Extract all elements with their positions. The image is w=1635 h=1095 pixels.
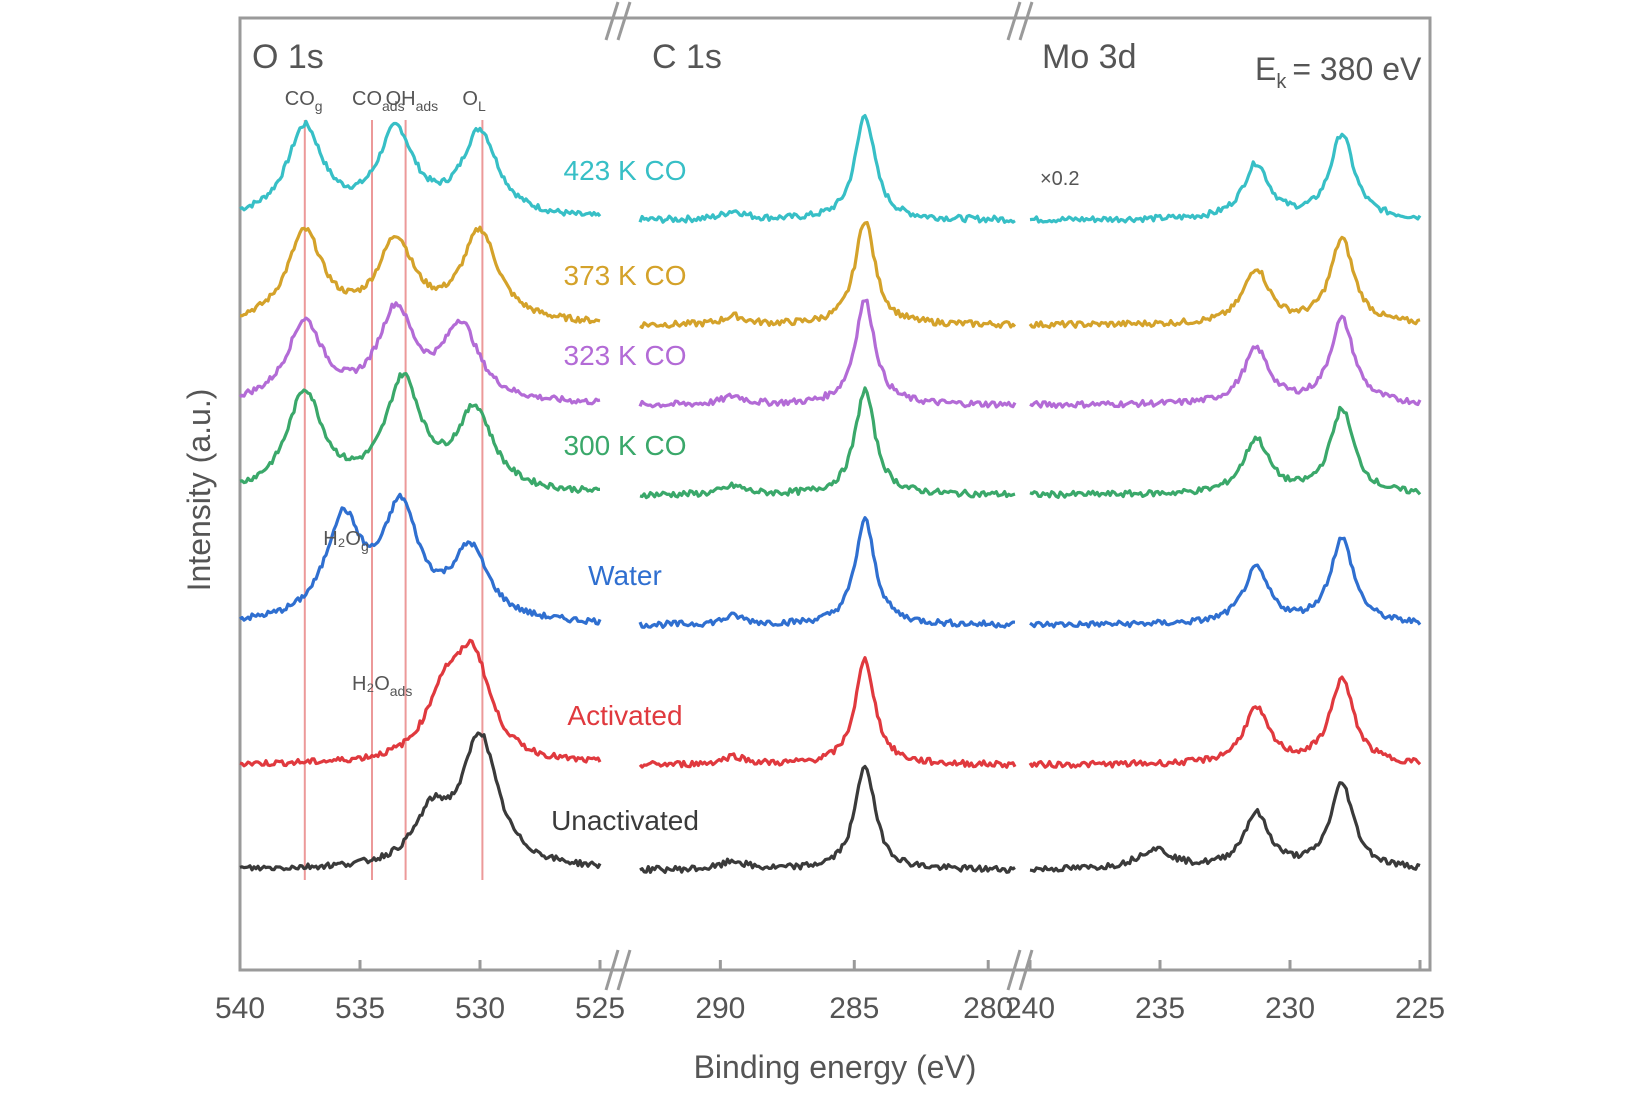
axis-break-bottom xyxy=(1018,949,1034,991)
series-label: 323 K CO xyxy=(564,340,687,371)
series-line-c1s xyxy=(639,764,1016,874)
x-tick-label-o1s: 525 xyxy=(575,992,625,1025)
series-label: 423 K CO xyxy=(564,155,687,186)
series-line-c1s xyxy=(638,298,1017,409)
axis-break-top xyxy=(604,1,620,41)
photon-energy-value: = 380 eV xyxy=(1292,51,1422,87)
series-line-mo3d xyxy=(1029,132,1422,224)
series-label: Activated xyxy=(567,700,682,731)
annotation-subscript: L xyxy=(478,98,486,114)
photon-energy-symbol: E xyxy=(1255,51,1276,87)
series-line-mo3d xyxy=(1029,405,1422,499)
x-axis: 540 535 530 525 O 1s 290 285 280 C 1s 240 235 230 22… xyxy=(215,1,1445,1025)
series-line-o1s xyxy=(239,492,602,626)
x-tick-label-o1s: 535 xyxy=(335,992,385,1025)
series-line-c1s xyxy=(638,516,1016,629)
series-line-mo3d xyxy=(1029,781,1421,873)
region-title-mo3d: Mo 3d xyxy=(1042,38,1137,76)
annotation-text: OH xyxy=(386,88,416,110)
annotation-subscript: ads xyxy=(416,98,439,114)
annotation-text: H₂O xyxy=(323,528,361,550)
peak-markers xyxy=(303,120,484,880)
axis-break-bottom xyxy=(616,949,632,991)
axis-break-top xyxy=(616,1,632,41)
o1s-annotation: H₂Og xyxy=(323,528,369,554)
y-axis-label: Intensity (a.u.) xyxy=(181,389,217,592)
series-line-c1s xyxy=(638,656,1017,769)
o1s-annotation: OL xyxy=(462,88,486,114)
o1s-annotation: COads xyxy=(352,88,405,114)
annotation-text: H₂O xyxy=(352,673,390,695)
x-tick-label-mo3d: 230 xyxy=(1265,992,1315,1025)
x-tick-label-c1s: 290 xyxy=(695,992,745,1025)
annotation-subscript: g xyxy=(315,98,323,114)
series-line-c1s xyxy=(638,114,1016,224)
axis-break-bottom xyxy=(1006,949,1022,991)
series-label: 373 K CO xyxy=(564,260,687,291)
region-title-o1s: O 1s xyxy=(252,38,324,76)
series-line-c1s xyxy=(639,220,1017,329)
series-lines xyxy=(239,114,1422,874)
series-line-mo3d xyxy=(1029,536,1422,629)
x-tick-label-c1s: 285 xyxy=(829,992,879,1025)
x-tick-label-mo3d: 235 xyxy=(1135,992,1185,1025)
axis-break-top xyxy=(1018,1,1034,41)
axis-break-top xyxy=(1006,1,1022,41)
region-title-c1s: C 1s xyxy=(652,38,722,76)
series-label: Unactivated xyxy=(551,805,699,836)
annotation-text: CO xyxy=(352,88,382,110)
series-line-o1s xyxy=(239,301,601,406)
x-tick-label-mo3d: 240 xyxy=(1005,992,1055,1025)
series-line-o1s xyxy=(239,372,600,494)
photon-energy-subscript: k xyxy=(1276,71,1287,93)
annotation-subscript: ads xyxy=(382,98,405,114)
x-tick-label-mo3d: 225 xyxy=(1395,992,1445,1025)
plot-frame xyxy=(238,16,1432,972)
series-line-mo3d xyxy=(1028,235,1421,329)
series-label: Water xyxy=(588,560,662,591)
series-line-o1s xyxy=(239,731,602,872)
series-line-o1s xyxy=(239,225,601,325)
photon-energy-label: Ek = 380 eV xyxy=(1255,51,1422,93)
annotation-text: O xyxy=(462,88,478,110)
series-label: 300 K CO xyxy=(564,430,687,461)
annotation-subscript: g xyxy=(361,538,369,554)
scale-note: ×0.2 xyxy=(1040,168,1079,190)
o1s-annotation: OHads xyxy=(386,88,439,114)
series-line-o1s xyxy=(239,638,602,768)
series-line-c1s xyxy=(639,386,1016,500)
x-axis-label: Binding energy (eV) xyxy=(694,1049,977,1085)
axis-break-bottom xyxy=(604,949,620,991)
series-line-o1s xyxy=(239,119,602,218)
series-line-mo3d xyxy=(1029,314,1422,409)
annotation-subscript: ads xyxy=(390,683,413,699)
x-tick-label-c1s: 280 xyxy=(963,992,1013,1025)
x-tick-label-o1s: 530 xyxy=(455,992,505,1025)
o1s-annotation: COg xyxy=(285,88,323,114)
series-line-mo3d xyxy=(1028,675,1422,769)
o1s-annotation: H₂Oads xyxy=(352,673,412,699)
annotation-text: CO xyxy=(285,88,315,110)
x-tick-label-o1s: 540 xyxy=(215,992,265,1025)
